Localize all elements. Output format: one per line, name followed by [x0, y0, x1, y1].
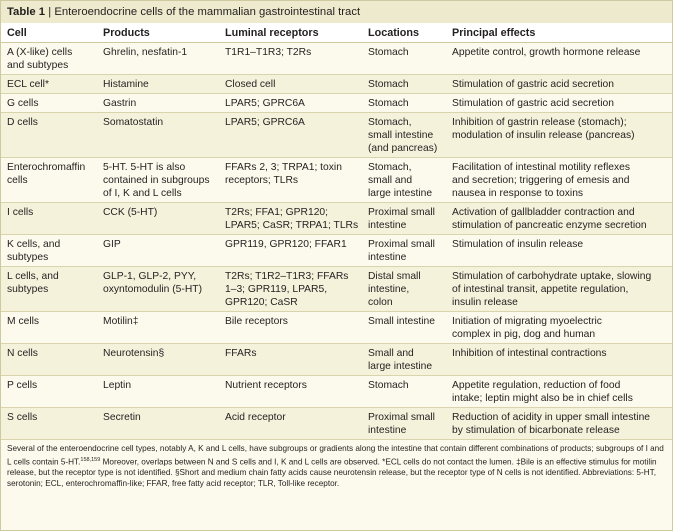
table-row: L cells, and subtypes GLP-1, GLP-2, PYY, … — [1, 266, 672, 312]
cell-products: Histamine — [97, 74, 219, 94]
cell-effects: Activation of gallbladder contraction an… — [446, 202, 672, 235]
cell-effects: Reduction of acidity in upper small inte… — [446, 407, 672, 440]
cell-receptors: Acid receptor — [219, 407, 362, 440]
column-header-receptors: Luminal receptors — [219, 23, 362, 43]
cell-receptors: Bile receptors — [219, 311, 362, 344]
cell-name: N cells — [1, 343, 97, 376]
cell-name: G cells — [1, 93, 97, 113]
cell-effects: Appetite regulation, reduction of food i… — [446, 375, 672, 408]
cell-receptors: Nutrient receptors — [219, 375, 362, 408]
cell-locations: Proximal small intestine — [362, 407, 446, 440]
cell-products: Somatostatin — [97, 112, 219, 158]
table-row: M cells Motilin‡ Bile receptors Small intes… — [1, 311, 672, 344]
footnote-references: 158,159 — [80, 456, 101, 463]
column-header-cell: Cell — [1, 23, 97, 43]
table-row: N cells Neurotensin§ FFARs Small and large … — [1, 343, 672, 376]
cell-effects: Stimulation of insulin release — [446, 234, 672, 267]
cell-effects: Stimulation of carbohydrate uptake, slow… — [446, 266, 672, 312]
table-body: A (X-like) cells and subtypes Ghrelin, ne… — [1, 42, 672, 440]
cell-products: Neurotensin§ — [97, 343, 219, 376]
cell-products: GIP — [97, 234, 219, 267]
cell-receptors: GPR119, GPR120; FFAR1 — [219, 234, 362, 267]
column-header-effects: Principal effects — [446, 23, 672, 43]
cell-effects: Initiation of migrating myoelectric comp… — [446, 311, 672, 344]
footnote-text-1: Several of the enteroendocrine cell type… — [7, 444, 664, 467]
cell-effects: Stimulation of gastric acid secretion — [446, 74, 672, 94]
cell-name: A (X-like) cells and subtypes — [1, 42, 97, 75]
cell-products: Ghrelin, nesfatin-1 — [97, 42, 219, 75]
cell-products: Leptin — [97, 375, 219, 408]
cell-locations: Proximal small intestine — [362, 202, 446, 235]
cell-products: CCK (5-HT) — [97, 202, 219, 235]
footnote-text-2: Moreover, overlaps between N and S cells… — [7, 457, 657, 488]
cell-receptors: T2Rs; T1R2–T1R3; FFARs 1–3; GPR119, LPAR… — [219, 266, 362, 312]
cell-locations: Small intestine — [362, 311, 446, 344]
cell-effects: Stimulation of gastric acid secretion — [446, 93, 672, 113]
table-title: Enteroendocrine cells of the mammalian g… — [54, 6, 361, 18]
cell-products: Secretin — [97, 407, 219, 440]
cell-name: P cells — [1, 375, 97, 408]
column-header-locations: Locations — [362, 23, 446, 43]
cell-name: I cells — [1, 202, 97, 235]
cell-name: K cells, and subtypes — [1, 234, 97, 267]
cell-receptors: FFARs 2, 3; TRPA1; toxin receptors; TLRs — [219, 157, 362, 203]
cell-locations: Small and large intestine — [362, 343, 446, 376]
table-row: A (X-like) cells and subtypes Ghrelin, ne… — [1, 42, 672, 75]
table-row: Enterochromaffin cells 5-HT. 5-HT is also… — [1, 157, 672, 203]
table-caption: Table 1 | Enteroendocrine cells of the m… — [1, 1, 672, 23]
cell-effects: Inhibition of gastrin release (stomach);… — [446, 112, 672, 158]
cell-receptors: LPAR5; GPRC6A — [219, 112, 362, 158]
cell-receptors: LPAR5; GPRC6A — [219, 93, 362, 113]
cell-name: M cells — [1, 311, 97, 344]
cell-locations: Stomach — [362, 375, 446, 408]
cell-effects: Facilitation of intestinal motility refl… — [446, 157, 672, 203]
table-number: Table 1 — [7, 6, 46, 18]
table-row: G cells Gastrin LPAR5; GPRC6A Stomach Stimul… — [1, 93, 672, 113]
cell-receptors: FFARs — [219, 343, 362, 376]
cell-locations: Distal small intestine, colon — [362, 266, 446, 312]
data-table: Cell Products Luminal receptors Location… — [1, 23, 672, 440]
column-header-products: Products — [97, 23, 219, 43]
table-footnote: Several of the enteroendocrine cell type… — [1, 440, 672, 489]
cell-locations: Stomach, small and large intestine — [362, 157, 446, 203]
cell-receptors: T2Rs; FFA1; GPR120; LPAR5; CaSR; TRPA1; … — [219, 202, 362, 235]
cell-name: ECL cell* — [1, 74, 97, 94]
cell-name: L cells, and subtypes — [1, 266, 97, 312]
cell-receptors: Closed cell — [219, 74, 362, 94]
cell-name: D cells — [1, 112, 97, 158]
table-row: I cells CCK (5-HT) T2Rs; FFA1; GPR120; LPA… — [1, 202, 672, 235]
cell-products: Motilin‡ — [97, 311, 219, 344]
table-row: ECL cell* Histamine Closed cell Stomach Stim… — [1, 74, 672, 94]
cell-products: GLP-1, GLP-2, PYY, oxyntomodulin (5-HT) — [97, 266, 219, 312]
cell-name: S cells — [1, 407, 97, 440]
cell-locations: Stomach, small intestine (and pancreas) — [362, 112, 446, 158]
caption-separator: | — [45, 6, 55, 18]
cell-products: Gastrin — [97, 93, 219, 113]
cell-locations: Proximal small intestine — [362, 234, 446, 267]
cell-name: Enterochromaffin cells — [1, 157, 97, 203]
cell-receptors: T1R1–T1R3; T2Rs — [219, 42, 362, 75]
header-row: Cell Products Luminal receptors Location… — [1, 23, 672, 43]
cell-effects: Inhibition of intestinal contractions — [446, 343, 672, 376]
cell-locations: Stomach — [362, 42, 446, 75]
table-row: S cells Secretin Acid receptor Proximal sma… — [1, 407, 672, 440]
cell-locations: Stomach — [362, 74, 446, 94]
table-row: K cells, and subtypes GIP GPR119, GPR120; … — [1, 234, 672, 267]
cell-effects: Appetite control, growth hormone release — [446, 42, 672, 75]
cell-products: 5-HT. 5-HT is also contained in subgroup… — [97, 157, 219, 203]
table-row: P cells Leptin Nutrient receptors Stomach Ap… — [1, 375, 672, 408]
table-row: D cells Somatostatin LPAR5; GPRC6A Stomach,… — [1, 112, 672, 158]
cell-locations: Stomach — [362, 93, 446, 113]
